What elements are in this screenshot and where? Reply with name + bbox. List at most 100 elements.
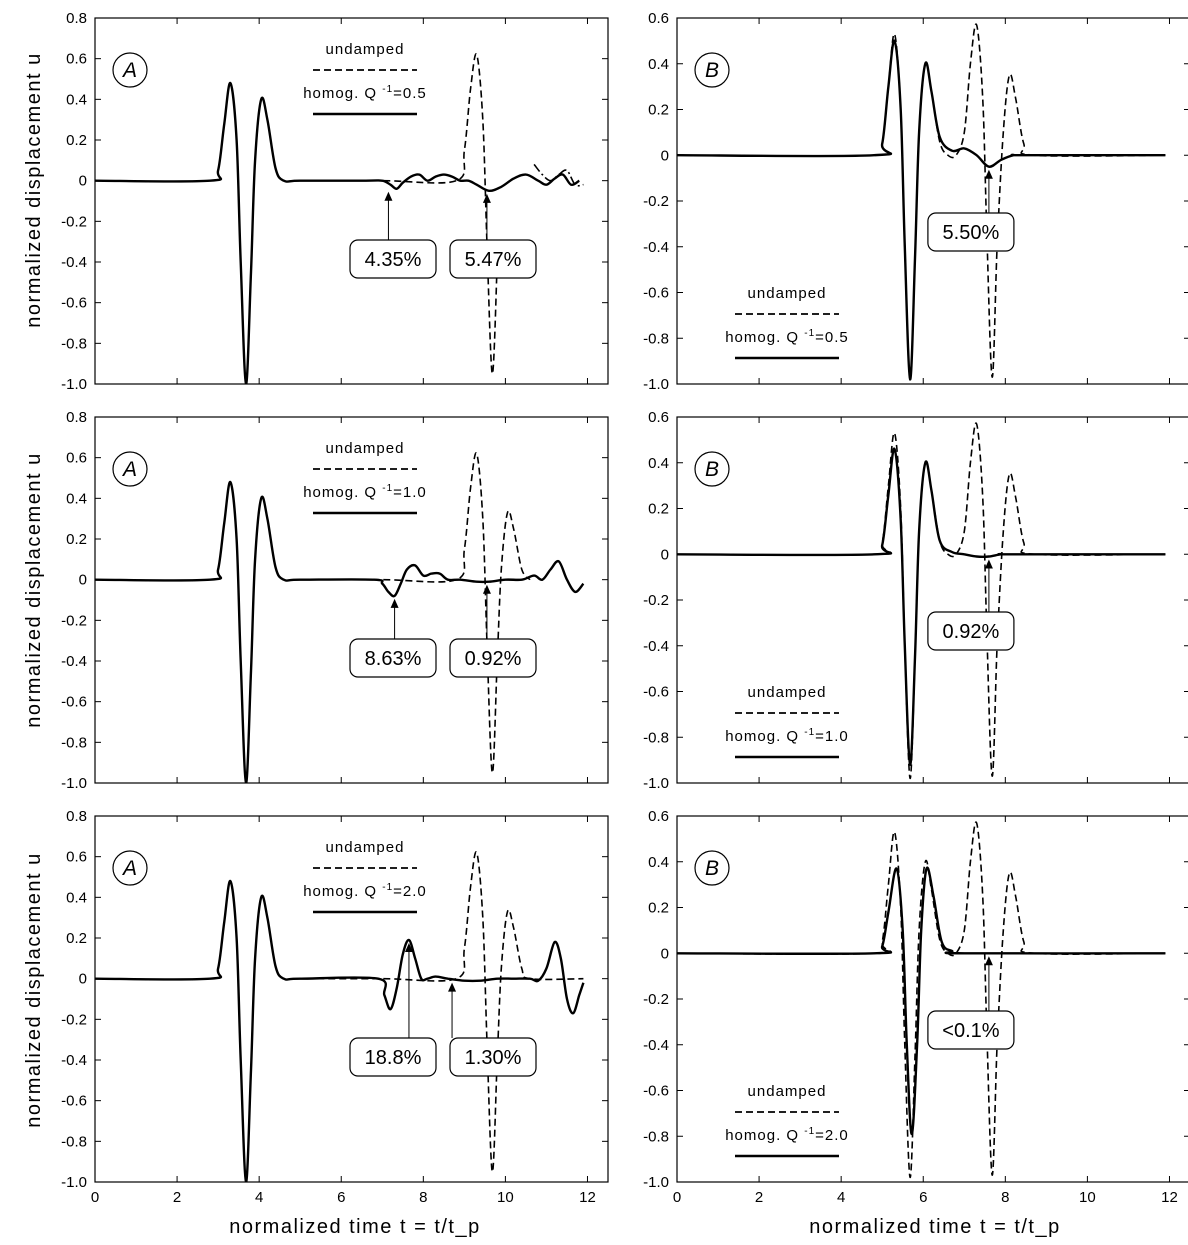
series-undamped	[95, 452, 531, 783]
y-tick-label: 0.4	[648, 854, 669, 871]
callout-box	[449, 638, 537, 678]
y-tick-label: -0.2	[61, 1011, 87, 1028]
panel-letter: A	[121, 59, 137, 82]
callout-box	[349, 239, 437, 279]
y-tick-label: -0.2	[643, 193, 669, 210]
callout-value: <0.1%	[942, 1020, 999, 1042]
y-tick-label: -1.0	[61, 775, 87, 792]
panel-letter-circle	[112, 850, 148, 886]
y-tick-label: -1.0	[61, 1174, 87, 1191]
callout-box	[927, 212, 1015, 252]
y-tick-label: -0.4	[61, 1052, 87, 1069]
callout-arrowhead	[448, 982, 457, 992]
y-tick-label: -0.2	[61, 213, 87, 230]
x-tick-label: 8	[1001, 1189, 1009, 1206]
legend-undamped-label: undamped	[326, 41, 405, 58]
panel-letter-circle	[694, 451, 730, 487]
legend-damped-label: homog. Q -1=2.0	[303, 882, 427, 900]
callout-value: 18.8%	[365, 1047, 422, 1069]
x-tick-label: 10	[497, 1189, 514, 1206]
x-tick-label: 10	[1079, 1189, 1096, 1206]
y-tick-label: 0	[79, 971, 87, 988]
callout-arrowhead	[404, 943, 413, 953]
legend-undamped-label: undamped	[326, 839, 405, 856]
y-tick-label: -0.6	[61, 694, 87, 711]
plot-frame	[94, 815, 609, 1183]
y-tick-label: -0.8	[61, 1133, 87, 1150]
legend-undamped-label: undamped	[748, 285, 827, 302]
y-tick-label: 0.4	[66, 889, 87, 906]
y-tick-label: 0.2	[66, 531, 87, 548]
y-tick-label: 0.8	[66, 808, 87, 825]
x-tick-label: 2	[173, 1189, 181, 1206]
y-tick-label: -0.4	[643, 638, 669, 655]
x-tick-label: 0	[673, 1189, 681, 1206]
y-tick-label: -0.2	[643, 592, 669, 609]
series-damped	[677, 447, 1166, 766]
y-tick-label: 0.4	[648, 56, 669, 73]
callout-box	[349, 1037, 437, 1077]
y-tick-label: -0.8	[643, 1128, 669, 1145]
series-undamped	[95, 851, 584, 1182]
y-tick-label: 0.6	[648, 10, 669, 27]
callout-arrowhead	[984, 956, 993, 966]
y-tick-label: -0.6	[643, 684, 669, 701]
y-tick-label: 0.4	[66, 490, 87, 507]
series-undamped	[677, 23, 1166, 381]
y-axis-label: normalized displacement u	[23, 52, 45, 327]
series-damped	[677, 39, 1166, 381]
series-undamped	[95, 53, 498, 384]
chart-panel-1: 0.8 0.6 0.4 0.2 0 -0.2 -0.4 -0.6 -0.8 -1.0 Aundamp…	[61, 10, 609, 393]
y-tick-label: 0	[79, 173, 87, 190]
y-tick-label: -0.8	[643, 729, 669, 746]
plot-frame	[94, 17, 609, 385]
x-tick-label: 2	[755, 1189, 763, 1206]
x-tick-label: 8	[419, 1189, 427, 1206]
callout-box	[927, 611, 1015, 651]
callout-arrowhead	[482, 584, 491, 594]
x-tick-label: 4	[837, 1189, 845, 1206]
y-axis-label-row-3: normalized displacement u	[23, 852, 45, 1127]
callout-value: 5.50%	[943, 222, 1000, 244]
callout-value: 0.92%	[943, 621, 1000, 643]
y-tick-label: 0.6	[66, 849, 87, 866]
panel-letter: B	[705, 59, 719, 82]
y-tick-label: -0.2	[61, 612, 87, 629]
legend-undamped-label: undamped	[326, 440, 405, 457]
y-tick-label: 0.2	[66, 930, 87, 947]
callout-arrowhead	[384, 191, 393, 201]
y-tick-label: 0.2	[648, 900, 669, 917]
y-tick-label: 0.6	[648, 808, 669, 825]
series-undamped	[677, 422, 1166, 780]
y-tick-label: 0	[79, 572, 87, 589]
y-tick-label: 0.2	[648, 102, 669, 119]
legend-damped-label: homog. Q -1=1.0	[303, 483, 427, 501]
x-tick-label: 6	[337, 1189, 345, 1206]
y-tick-label: -0.6	[61, 1093, 87, 1110]
panel-letter-circle	[112, 52, 148, 88]
x-tick-label: 12	[1161, 1189, 1178, 1206]
y-tick-label: -0.8	[61, 734, 87, 751]
legend-undamped-label: undamped	[748, 1083, 827, 1100]
y-tick-label: -0.8	[61, 335, 87, 352]
panel-letter: A	[121, 857, 137, 880]
y-tick-label: 0	[661, 945, 669, 962]
x-tick-label: 4	[255, 1189, 263, 1206]
callout-value: 5.47%	[465, 249, 522, 271]
x-axis-label-right: normalized time t = t/t_p	[809, 1216, 1060, 1238]
panel-letter-circle	[694, 52, 730, 88]
panel-letter: B	[705, 857, 719, 880]
y-tick-label: -1.0	[643, 376, 669, 393]
y-tick-label: -1.0	[643, 1174, 669, 1191]
callout-box	[449, 239, 537, 279]
chart-panel-3: 0.8 0.6 0.4 0.2 0 -0.2 -0.4 -0.6 -0.8 -1.0 Aundamp…	[61, 409, 609, 792]
callout-value: 0.92%	[465, 648, 522, 670]
panel-letter: B	[705, 458, 719, 481]
x-tick-label: 6	[919, 1189, 927, 1206]
panel-letter-circle	[694, 850, 730, 886]
callout-arrowhead	[482, 193, 491, 203]
y-tick-label: -0.4	[643, 239, 669, 256]
y-tick-label: -1.0	[643, 775, 669, 792]
